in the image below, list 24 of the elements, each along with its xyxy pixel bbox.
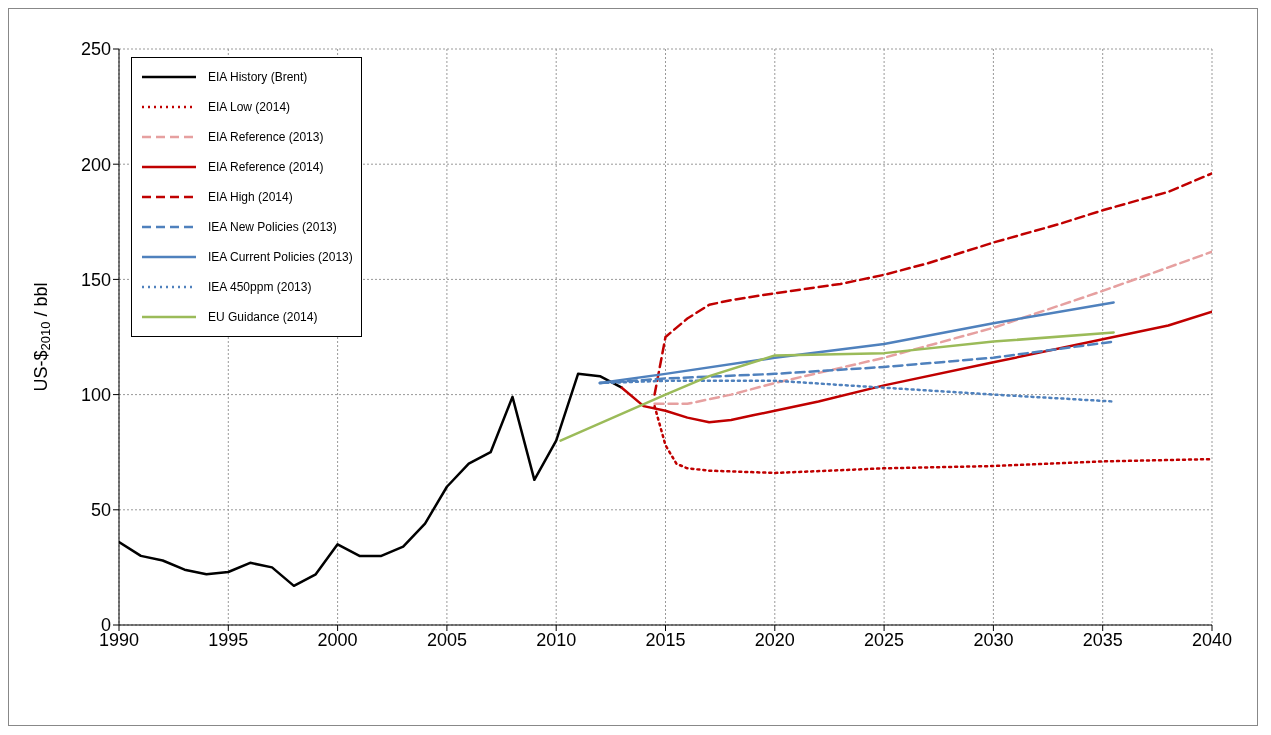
- x-tick-label: 2035: [1082, 629, 1123, 650]
- x-tick-label: 1995: [208, 629, 249, 650]
- y-tick-label: 50: [90, 500, 111, 521]
- x-tick-label: 2030: [973, 629, 1014, 650]
- x-tick-label: 2005: [426, 629, 467, 650]
- x-tick-label: 2020: [754, 629, 795, 650]
- y-tick-label: 100: [80, 384, 111, 405]
- y-tick-label: 200: [80, 154, 111, 175]
- legend-label: IEA Current Policies (2013): [208, 250, 353, 264]
- legend-label: IEA New Policies (2013): [208, 220, 337, 234]
- x-tick-label: 2040: [1191, 629, 1233, 650]
- x-tick-label: 2015: [645, 629, 686, 650]
- legend-label: EIA Reference (2014): [208, 160, 324, 174]
- legend-label: IEA 450ppm (2013): [208, 280, 312, 294]
- x-tick-label: 2000: [317, 629, 358, 650]
- y-tick-label: 250: [80, 39, 111, 60]
- legend-label: EIA History (Brent): [208, 70, 308, 84]
- legend-label: EIA Reference (2013): [208, 130, 324, 144]
- x-tick-label: 2010: [536, 629, 577, 650]
- x-tick-label: 2025: [864, 629, 905, 650]
- y-tick-label: 150: [80, 269, 111, 290]
- legend-label: EIA High (2014): [208, 190, 293, 204]
- legend-label: EIA Low (2014): [208, 100, 291, 114]
- legend-label: EU Guidance (2014): [208, 310, 318, 324]
